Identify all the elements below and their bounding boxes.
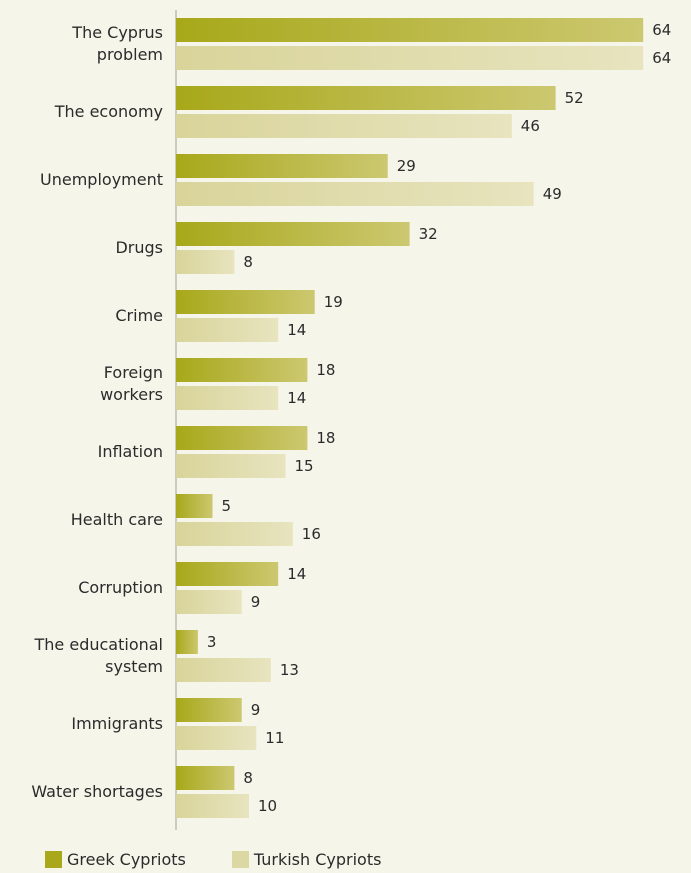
legend-label-turkish: Turkish Cypriots [253,850,382,869]
bars-group: The Cyprus problem 64 64 The economy 52 46 Unem… [31,18,671,818]
bar-turkish [176,114,512,138]
value-label-greek: 18 [316,429,335,447]
value-label-turkish: 10 [258,797,277,815]
bar-turkish [176,182,534,206]
bar-turkish [176,590,242,614]
bar-greek [176,426,308,450]
value-label-greek: 3 [207,633,217,651]
value-label-greek: 5 [222,497,232,515]
value-label-turkish: 11 [265,729,284,747]
value-label-turkish: 13 [280,661,299,679]
bar-turkish [176,318,279,342]
category-label: Health care [71,510,163,529]
bar-greek [176,154,388,178]
category-label: workers [100,385,163,404]
value-label-turkish: 16 [302,525,321,543]
category-label: Unemployment [40,170,163,189]
bar-turkish [176,250,235,274]
value-label-greek: 19 [324,293,343,311]
bar-turkish [176,726,257,750]
category-label: problem [97,45,163,64]
legend-item-turkish: Turkish Cypriots [231,850,382,869]
category-label: Drugs [115,238,163,257]
value-label-greek: 64 [652,21,671,39]
value-label-turkish: 9 [251,593,261,611]
bar-turkish [176,386,279,410]
value-label-greek: 52 [565,89,584,107]
legend: Greek Cypriots Turkish Cypriots [45,850,427,869]
bar-turkish [176,522,293,546]
category-label: Inflation [98,442,163,461]
legend-label-greek: Greek Cypriots [67,850,186,869]
bar-greek [176,222,410,246]
category-label: Water shortages [31,782,163,801]
legend-swatch-greek [45,851,62,868]
category-label: The Cyprus [71,23,163,42]
bar-greek [176,698,242,722]
value-label-turkish: 8 [243,253,253,271]
bar-turkish [176,658,271,682]
bar-greek [176,630,198,654]
value-label-greek: 32 [419,225,438,243]
bar-greek [176,494,213,518]
value-label-greek: 14 [287,565,306,583]
category-label: Corruption [78,578,163,597]
value-label-greek: 18 [316,361,335,379]
bar-greek [176,358,308,382]
bar-greek [176,766,235,790]
category-label: Foreign [104,363,163,382]
bar-greek [176,18,644,42]
bar-greek [176,290,315,314]
bar-greek [176,86,556,110]
legend-item-greek: Greek Cypriots [45,850,186,869]
category-label: Crime [115,306,163,325]
value-label-turkish: 15 [295,457,314,475]
value-label-turkish: 14 [287,389,306,407]
bar-turkish [176,46,644,70]
category-label: system [105,657,163,676]
value-label-turkish: 64 [652,49,671,67]
bar-greek [176,562,279,586]
category-label: The educational [34,635,163,654]
category-label: The economy [54,102,163,121]
value-label-turkish: 49 [543,185,562,203]
value-label-greek: 8 [243,769,253,787]
value-label-greek: 29 [397,157,416,175]
value-label-greek: 9 [251,701,261,719]
legend-swatch-turkish [231,851,249,868]
value-label-turkish: 46 [521,117,540,135]
bar-turkish [176,454,286,478]
value-label-turkish: 14 [287,321,306,339]
category-label: Immigrants [71,714,163,733]
bar-turkish [176,794,249,818]
